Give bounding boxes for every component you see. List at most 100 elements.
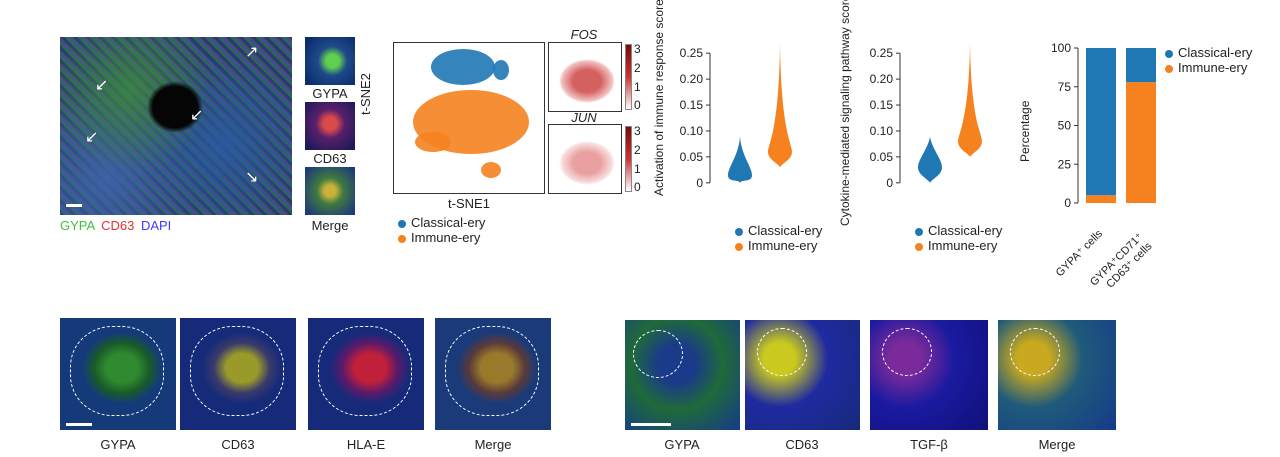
colorbar-tick: 2 <box>634 143 641 157</box>
tsne-ylabel: t-SNE2 <box>358 73 373 115</box>
cell-outline <box>318 326 412 416</box>
violin-mark <box>768 42 792 168</box>
micrograph-cd63 <box>180 318 296 430</box>
micrograph-hla-e <box>308 318 424 430</box>
y-tick-label: 0.25 <box>870 46 894 60</box>
cell-outline <box>757 328 807 376</box>
legend-item: Immune-ery <box>735 238 822 253</box>
tsne-xlabel: t-SNE1 <box>448 196 490 211</box>
cell-outline <box>70 326 164 416</box>
y-tick-label: 0.20 <box>680 72 704 86</box>
cell-outline <box>633 330 683 378</box>
violin2-legend: Classical-ery Immune-ery <box>915 223 1002 253</box>
micrograph-label: CD63 <box>785 437 819 452</box>
y-tick-label: 0.15 <box>870 98 894 112</box>
arrow-icon: ↙ <box>190 107 204 124</box>
micrograph-gypa <box>60 318 176 430</box>
inset-label: Merge <box>311 218 349 233</box>
colorbar-tick: 0 <box>634 180 641 194</box>
tsne-clusters <box>413 49 529 178</box>
violin-mark <box>958 42 982 157</box>
violin-chart-1: 0 0.05 0.10 0.15 0.20 0.25 <box>680 42 792 190</box>
micrograph-label: GYPA <box>100 437 136 452</box>
bar-segment <box>1086 48 1116 196</box>
micrograph-label: Merge <box>474 437 512 452</box>
gene-label: JUN <box>571 110 597 125</box>
y-tick-label: 25 <box>1058 157 1072 171</box>
bar-segment <box>1126 82 1156 203</box>
violin-mark <box>918 136 942 183</box>
legend-item: Classical-ery <box>915 223 1002 238</box>
bar-legend: Classical-ery Immune-ery <box>1165 45 1252 75</box>
micrograph-tgf-beta <box>870 320 988 430</box>
legend-item: Immune-ery <box>915 238 1002 253</box>
y-tick-label: 0.05 <box>680 150 704 164</box>
scale-bar <box>66 204 82 207</box>
scale-bar <box>631 423 671 426</box>
colorbar-tick: 0 <box>634 98 641 112</box>
legend-item: Classical-ery <box>735 223 822 238</box>
colorbar-tick: 1 <box>634 162 641 176</box>
micrograph-label: CD63 <box>221 437 255 452</box>
micrograph-gypa-2 <box>625 320 740 430</box>
violin-mark <box>728 136 752 183</box>
chart-ylabel: Activation of immune response score <box>652 0 666 196</box>
legend-item: Immune-ery <box>398 230 485 245</box>
cell-outline <box>190 326 284 416</box>
colorbar <box>625 44 632 110</box>
jun-panel <box>548 124 622 194</box>
stain-legend: GYPA CD63 DAPI <box>60 218 172 233</box>
y-tick-label: 0 <box>886 176 893 190</box>
fos-panel <box>548 42 622 112</box>
micrograph-merge-2 <box>998 320 1116 430</box>
y-tick-label: 75 <box>1058 80 1072 94</box>
y-tick-label: 0.20 <box>870 72 894 86</box>
y-tick-label: 0 <box>696 176 703 190</box>
micrograph-label: TGF-β <box>910 437 948 452</box>
y-tick-label: 0.10 <box>870 124 894 138</box>
arrow-icon: ↙ <box>85 129 99 146</box>
cell-outline <box>445 326 539 416</box>
stacked-bar-chart: 0 25 50 75 100 <box>1051 41 1156 210</box>
colorbar-tick: 3 <box>634 124 641 138</box>
tsne-plot <box>393 42 545 194</box>
gene-label: FOS <box>570 27 598 42</box>
micrograph-label: Merge <box>1038 437 1076 452</box>
inset-gypa <box>305 37 355 85</box>
bar-segment <box>1086 195 1116 203</box>
legend-item: Immune-ery <box>1165 60 1252 75</box>
colorbar-tick: 2 <box>634 61 641 75</box>
cell-outline <box>1010 328 1060 376</box>
y-tick-label: 50 <box>1058 119 1072 133</box>
arrow-icon: ↗ <box>245 44 259 61</box>
arrow-icon: ↘ <box>245 169 259 186</box>
micrograph-label: HLA-E <box>346 437 386 452</box>
bar-segment <box>1126 48 1156 83</box>
tissue-micrograph: ↙ ↗ ↙ ↙ ↘ <box>60 37 292 215</box>
colorbar-tick: 3 <box>634 42 641 56</box>
legend-item: Classical-ery <box>1165 45 1252 60</box>
colorbar <box>625 126 632 192</box>
micrograph-cd63-2 <box>745 320 860 430</box>
micrograph-merge <box>435 318 551 430</box>
y-tick-label: 0.05 <box>870 150 894 164</box>
violin-chart-2: 0 0.05 0.10 0.15 0.20 0.25 <box>870 42 982 190</box>
inset-label: GYPA <box>312 86 348 101</box>
y-tick-label: 100 <box>1051 41 1071 55</box>
y-tick-label: 0 <box>1064 196 1071 210</box>
cell-outline <box>882 328 932 376</box>
violin1-legend: Classical-ery Immune-ery <box>735 223 822 253</box>
chart-ylabel: Cytokine-mediated signaling pathway scor… <box>838 0 852 226</box>
colorbar-tick: 1 <box>634 80 641 94</box>
legend-item: Classical-ery <box>398 215 485 230</box>
tsne-legend: Classical-ery Immune-ery <box>398 215 485 245</box>
inset-cd63 <box>305 102 355 150</box>
inset-merge <box>305 167 355 215</box>
y-tick-label: 0.10 <box>680 124 704 138</box>
y-tick-label: 0.15 <box>680 98 704 112</box>
scale-bar <box>66 423 92 426</box>
chart-ylabel: Percentage <box>1018 100 1032 162</box>
y-tick-label: 0.25 <box>680 46 704 60</box>
inset-label: CD63 <box>313 151 347 166</box>
arrow-icon: ↙ <box>95 77 109 94</box>
